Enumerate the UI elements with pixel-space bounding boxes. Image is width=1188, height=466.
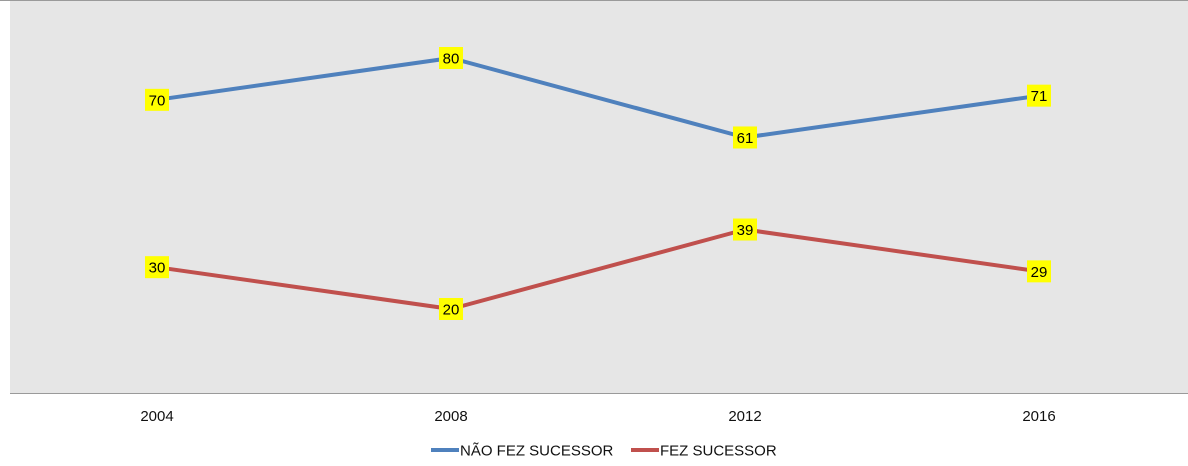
data-label-text: 80 <box>443 51 460 68</box>
x-tick-label: 2012 <box>728 408 761 425</box>
data-label-box <box>733 218 757 241</box>
data-label-text: 20 <box>443 302 460 319</box>
legend-label: FEZ SUCESSOR <box>660 443 777 460</box>
data-label-box <box>145 256 169 279</box>
data-label-box <box>439 47 463 69</box>
plot-area <box>10 0 1188 393</box>
data-label: 80 <box>439 47 463 69</box>
data-label-text: 61 <box>737 130 754 147</box>
data-label: 61 <box>733 126 757 149</box>
data-label-box <box>145 88 169 111</box>
data-label-box <box>439 298 463 320</box>
data-label: 29 <box>1027 260 1051 283</box>
legend-item: NÃO FEZ SUCESSOR <box>431 443 614 460</box>
data-label: 20 <box>439 298 463 320</box>
x-tick-label: 2016 <box>1022 408 1055 425</box>
data-label-text: 70 <box>149 92 166 109</box>
data-label-text: 71 <box>1031 88 1048 105</box>
data-label-text: 39 <box>737 222 754 239</box>
data-label-box <box>1027 260 1051 283</box>
x-tick-label: 2004 <box>140 408 173 425</box>
data-label-box <box>1027 84 1051 107</box>
legend-item: FEZ SUCESSOR <box>631 443 777 460</box>
series-line-2 <box>155 227 1041 311</box>
series-layer <box>155 56 1041 311</box>
legend-label: NÃO FEZ SUCESSOR <box>460 443 614 460</box>
data-label-text: 30 <box>149 260 166 277</box>
legend: NÃO FEZ SUCESSOR FEZ SUCESSOR <box>431 443 777 460</box>
series-line-1 <box>155 56 1041 140</box>
data-label: 39 <box>733 218 757 241</box>
data-label: 30 <box>145 256 169 279</box>
data-label: 71 <box>1027 84 1051 107</box>
x-tick-label: 2008 <box>434 408 467 425</box>
data-label-text: 29 <box>1031 264 1048 281</box>
data-label: 70 <box>145 88 169 111</box>
data-label-layer: 70 80 61 71 30 20 39 29 <box>145 47 1051 320</box>
x-tick-layer: 2004 2008 2012 2016 <box>140 408 1055 425</box>
data-label-box <box>733 126 757 149</box>
